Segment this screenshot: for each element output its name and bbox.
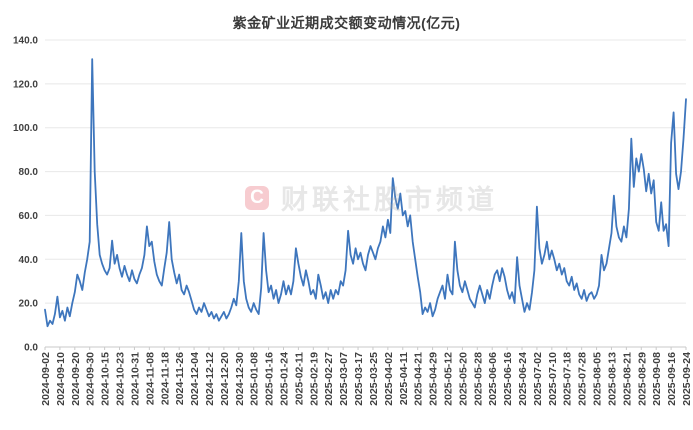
y-tick-label: 100.0 <box>13 123 38 134</box>
x-tick-label: 2025-08-05 <box>592 352 604 406</box>
x-tick-label: 2025-04-11 <box>398 352 410 405</box>
x-tick-label: 2025-07-02 <box>532 352 544 406</box>
y-tick-label: 120.0 <box>13 79 38 90</box>
x-tick-label: 2025-04-29 <box>428 352 440 406</box>
x-tick-label: 2025-09-16 <box>666 352 678 406</box>
y-tick-label: 80.0 <box>19 167 39 178</box>
y-tick-label: 60.0 <box>19 211 39 222</box>
x-tick-label: 2024-10-15 <box>100 352 112 406</box>
x-tick-label: 2025-01-16 <box>264 352 276 406</box>
x-tick-label: 2025-05-20 <box>457 352 469 406</box>
x-tick-label: 2024-09-10 <box>55 352 67 406</box>
x-tick-label: 2025-01-08 <box>249 352 261 406</box>
x-tick-label: 2025-02-27 <box>323 352 335 406</box>
y-tick-label: 20.0 <box>19 299 39 310</box>
x-tick-label: 2025-02-11 <box>293 352 305 405</box>
x-tick-label: 2025-08-13 <box>606 352 618 406</box>
x-tick-label: 2025-09-24 <box>681 352 693 406</box>
x-tick-label: 2025-03-07 <box>338 352 350 406</box>
x-tick-label: 2025-07-28 <box>577 352 589 406</box>
x-tick-label: 2024-10-23 <box>115 352 127 406</box>
y-tick-label: 40.0 <box>19 255 39 266</box>
x-tick-label: 2024-12-04 <box>189 352 201 406</box>
x-tick-label: 2024-10-31 <box>129 352 141 406</box>
chart-title: 紫金矿业近期成交额变动情况(亿元) <box>232 15 461 31</box>
x-tick-label: 2025-05-28 <box>472 352 484 406</box>
x-tick-label: 2024-09-30 <box>85 352 97 406</box>
x-tick-label: 2025-07-10 <box>547 352 559 406</box>
y-tick-label: 140.0 <box>13 36 38 47</box>
x-tick-label: 2025-08-29 <box>636 352 648 406</box>
x-tick-label: 2024-09-20 <box>70 352 82 406</box>
turnover-line-series <box>44 58 687 328</box>
x-tick-label: 2025-04-21 <box>413 352 425 406</box>
x-tick-label: 2025-05-12 <box>442 352 454 406</box>
x-tick-label: 2024-11-26 <box>174 352 186 405</box>
x-tick-label: 2024-12-20 <box>219 352 231 406</box>
x-tick-label: 2025-06-06 <box>487 352 499 406</box>
x-tick-label: 2025-08-21 <box>621 352 633 406</box>
x-tick-label: 2025-03-17 <box>353 352 365 406</box>
x-tick-label: 2024-11-18 <box>159 352 171 405</box>
x-tick-label: 2025-02-19 <box>308 352 320 406</box>
x-tick-label: 2025-09-08 <box>651 352 663 406</box>
x-tick-label: 2025-01-24 <box>279 352 291 406</box>
x-tick-label: 2024-12-12 <box>204 352 216 406</box>
y-tick-label: 0.0 <box>24 343 38 354</box>
x-tick-label: 2024-09-02 <box>40 352 52 406</box>
x-tick-label: 2024-12-30 <box>234 352 246 406</box>
x-tick-label: 2025-04-02 <box>383 352 395 406</box>
x-tick-label: 2025-06-24 <box>517 352 529 406</box>
x-tick-label: 2025-07-18 <box>562 352 574 406</box>
x-tick-label: 2025-03-25 <box>368 352 380 406</box>
x-tick-label: 2024-11-08 <box>144 352 156 405</box>
x-tick-label: 2025-06-16 <box>502 352 514 406</box>
